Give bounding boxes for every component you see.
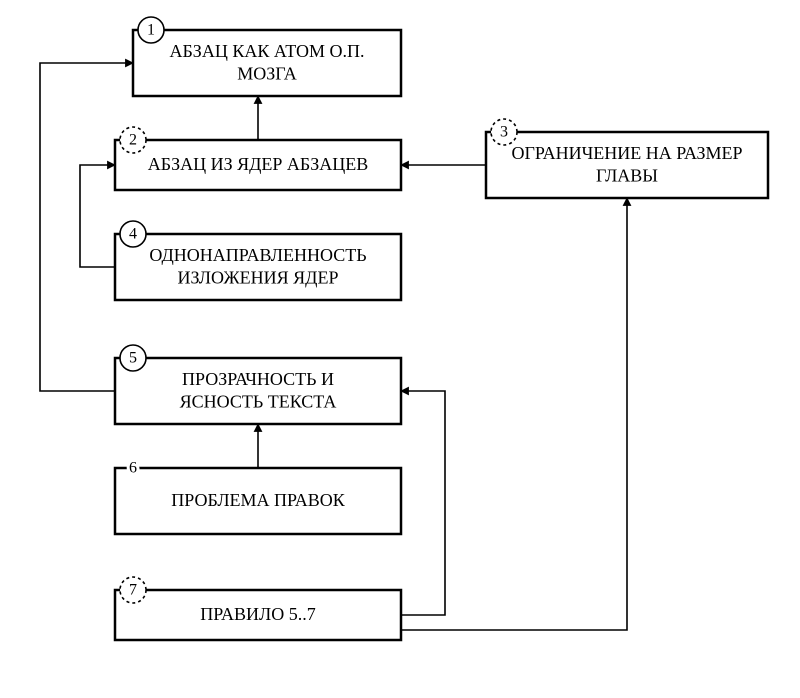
node-n1-line0: АБЗАЦ КАК АТОМ О.П. [169,41,364,61]
node-n2-badge: 2 [129,132,137,149]
node-n4-line1: ИЗЛОЖЕНИЯ ЯДЕР [178,267,339,287]
node-n3-line1: ГЛАВЫ [596,165,658,185]
node-n6-line0: ПРОБЛЕМА ПРАВОК [171,490,346,510]
node-n5-line0: ПРОЗРАЧНОСТЬ И [182,369,334,389]
node-n7-line0: ПРАВИЛО 5..7 [200,604,315,624]
node-n6: ПРОБЛЕМА ПРАВОК66 [115,460,401,535]
node-n5-line1: ЯСНОСТЬ ТЕКСТА [180,391,337,411]
node-n4-line0: ОДНОНАПРАВЛЕННОСТЬ [149,245,366,265]
node-n1: АБЗАЦ КАК АТОМ О.П.МОЗГА 1 [133,17,401,96]
node-n3: ОГРАНИЧЕНИЕ НА РАЗМЕРГЛАВЫ 3 [486,119,768,198]
node-n3-badge: 3 [500,124,508,141]
node-n7-badge: 7 [129,582,137,599]
node-n4: ОДНОНАПРАВЛЕННОСТЬИЗЛОЖЕНИЯ ЯДЕР 4 [115,221,401,300]
node-n5-badge: 5 [129,350,137,367]
node-n5: ПРОЗРАЧНОСТЬ ИЯСНОСТЬ ТЕКСТА 5 [115,345,401,424]
node-n2-line0: АБЗАЦ ИЗ ЯДЕР АБЗАЦЕВ [148,154,369,174]
node-n6-badge: 6 [129,460,137,477]
node-n1-badge: 1 [147,22,155,39]
node-n3-line0: ОГРАНИЧЕНИЕ НА РАЗМЕР [511,143,742,163]
diagram-root: АБЗАЦ КАК АТОМ О.П.МОЗГА 1 АБЗАЦ ИЗ ЯДЕР А… [0,0,800,698]
node-n4-badge: 4 [129,226,137,243]
node-n1-line1: МОЗГА [237,63,296,83]
